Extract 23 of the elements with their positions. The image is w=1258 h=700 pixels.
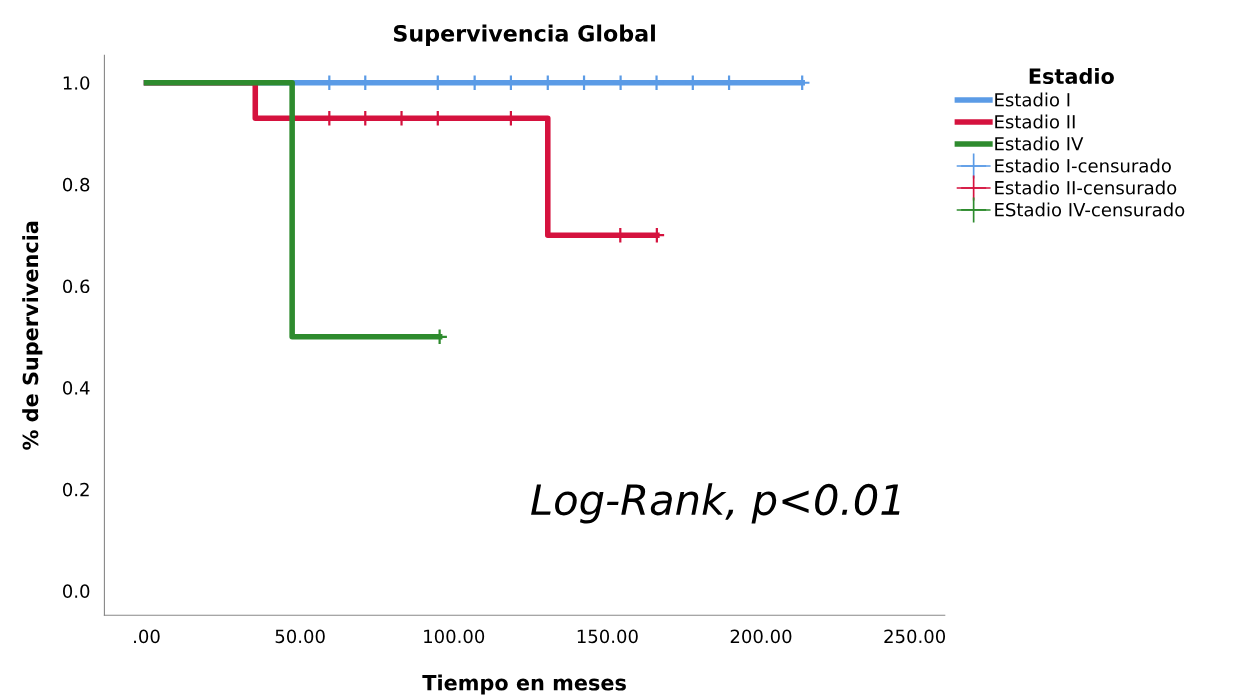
legend-label: Estadio IV <box>995 136 1084 151</box>
legend-label: Estadio I <box>995 92 1070 107</box>
legend-title: Estadio <box>1029 67 1114 85</box>
x-tick-label: .00 <box>134 629 160 644</box>
legend-label: Estadio II-censurado <box>995 180 1177 195</box>
y-tick-label: 0.8 <box>63 177 90 192</box>
x-tick-label: 50.00 <box>275 629 325 644</box>
y-tick-label: 0.0 <box>63 584 90 599</box>
annotation: Log-Rank, p<0.01 <box>531 483 900 524</box>
y-tick-label: 1.0 <box>63 76 90 90</box>
x-tick-label: 150.00 <box>577 629 638 644</box>
x-axis-title: Tiempo en meses <box>422 674 626 695</box>
legend-label: Estadio I-censurado <box>995 158 1171 173</box>
x-tick-label: 200.00 <box>730 629 792 644</box>
y-tick-label: 0.4 <box>63 381 90 395</box>
x-tick-label: 100.00 <box>424 629 485 644</box>
x-tick-label: 250.00 <box>884 629 946 644</box>
legend-label: EStadio IV-censurado <box>995 202 1185 217</box>
y-tick-label: 0.2 <box>63 482 89 497</box>
y-tick-label: 0.6 <box>63 279 90 294</box>
y-axis-title: % de Supervivencia <box>22 221 43 450</box>
chart-title: Supervivencia Global <box>393 24 655 47</box>
legend-label: Estadio II <box>995 114 1075 129</box>
